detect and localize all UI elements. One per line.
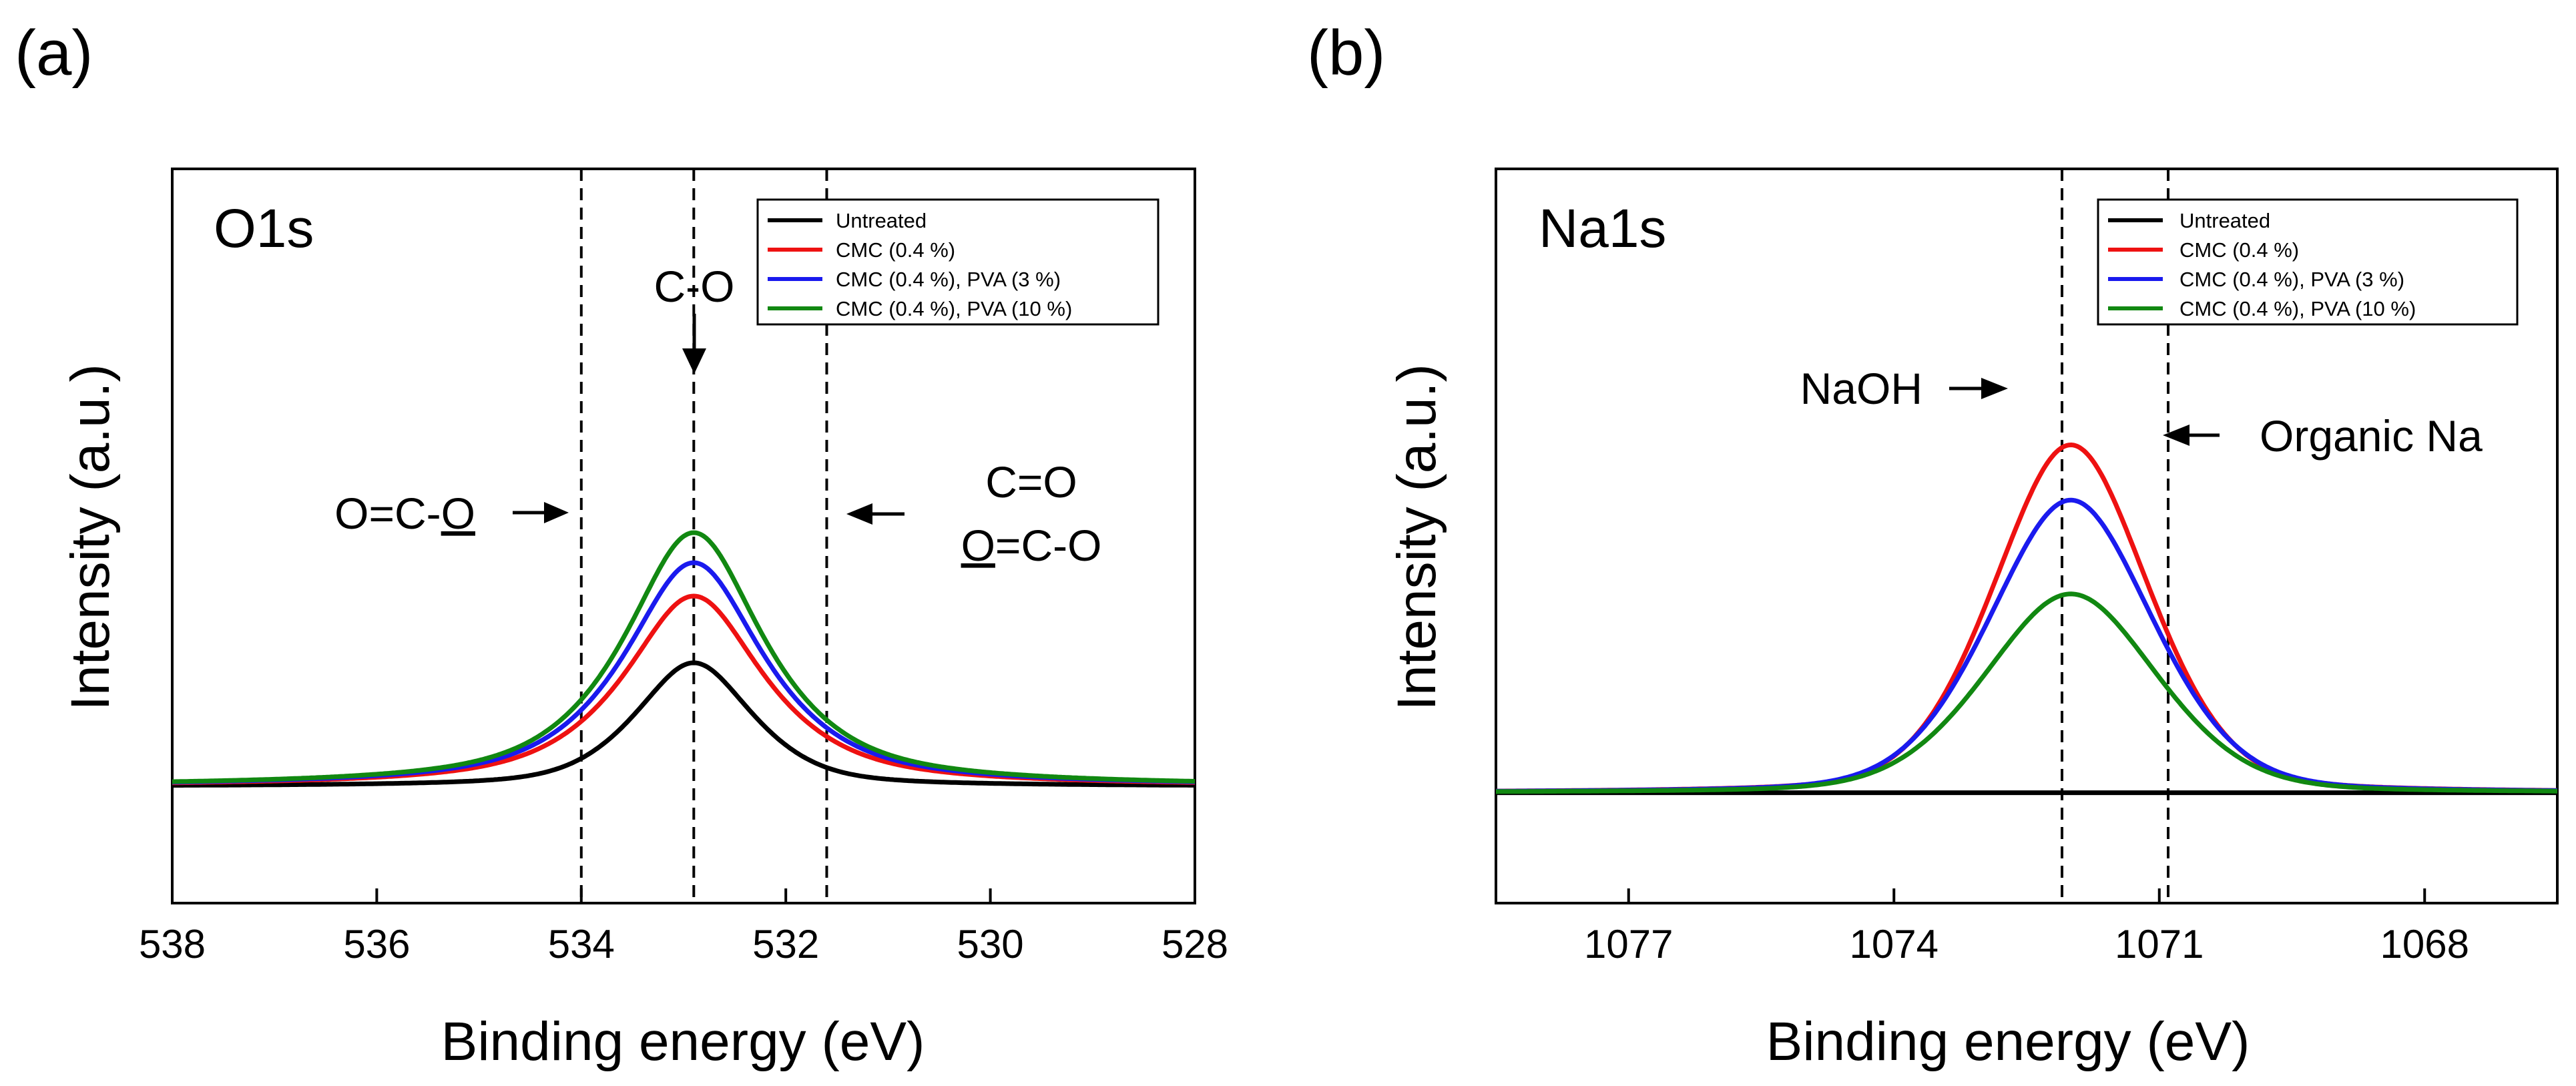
panel-b-legend-label-2: CMC (0.4 %), PVA (3 %) xyxy=(2179,268,2404,291)
panel-a-legend-box xyxy=(756,198,1160,326)
panel-b-legend-label-1: CMC (0.4 %) xyxy=(2179,238,2299,262)
panel-a-annotation-o-c-o-arrow xyxy=(513,502,569,523)
panel-a-legend-label-3: CMC (0.4 %), PVA (10 %) xyxy=(836,297,1072,320)
panel-b-legend-entry-3: CMC (0.4 %), PVA (10 %) xyxy=(2108,297,2416,320)
panel-b-series-3 xyxy=(1495,591,2558,794)
panel-a-x-tick-label-1: 536 xyxy=(343,922,410,967)
panel-a-plot-title: O1s xyxy=(214,198,314,259)
panel-b-legend-label-0: Untreated xyxy=(2179,209,2270,232)
panel-b-x-axis-title: Binding energy (eV) xyxy=(1766,1011,2250,1072)
panel-b-legend-label-3: CMC (0.4 %), PVA (10 %) xyxy=(2179,297,2416,320)
panel-b-annotation-naoh: NaOH xyxy=(1800,364,1922,413)
panel-b-annotation-organic-na-arrow xyxy=(2163,425,2220,446)
panel-a-x-tick-label-4: 530 xyxy=(957,922,1024,967)
panel-a-legend-entry-1: CMC (0.4 %) xyxy=(768,238,955,262)
panel-b-legend-entry-0: Untreated xyxy=(2108,209,2270,232)
panel-a-x-tick-label-5: 528 xyxy=(1162,922,1228,967)
panel-b-plot-title: Na1s xyxy=(1539,198,1666,259)
annot-o-c-o-underlined: O xyxy=(441,489,475,538)
panel-a-series-0 xyxy=(172,660,1196,788)
panel-a-annotation-o-eq-c-o: O=C-O xyxy=(961,521,1102,570)
panel-b-legend: Untreated CMC (0.4 %) CMC (0.4 %), PVA (… xyxy=(2097,198,2519,326)
panel-b-legend-box xyxy=(2097,198,2519,326)
panel-a-chart: (a) Intensity (a.u.) Binding energy (eV)… xyxy=(15,17,1228,1072)
panel-a-annotation-c-eq-o-arrow xyxy=(846,503,905,525)
panel-b-curves xyxy=(1495,443,2558,796)
panel-b-x-tick-label-1: 1074 xyxy=(1850,922,1939,967)
panel-a-annotation-c-eq-o: C=O xyxy=(985,457,1077,507)
panel-b-legend-entry-1: CMC (0.4 %) xyxy=(2108,238,2299,262)
annot-o-eq-c-o-underlined: O xyxy=(961,521,995,570)
annot-o-c-o-main: O=C- xyxy=(334,489,441,538)
panel-a-legend-entry-0: Untreated xyxy=(768,209,927,232)
panel-a-annotation-c-o-arrow xyxy=(682,314,706,374)
panel-a-y-axis-title: Intensity (a.u.) xyxy=(60,364,121,711)
panel-b-annotation-organic-na: Organic Na xyxy=(2260,411,2483,461)
panel-a-legend: Untreated CMC (0.4 %) CMC (0.4 %), PVA (… xyxy=(756,198,1160,326)
panel-b-x-ticks: 1077 1074 1071 1068 xyxy=(1584,888,2469,967)
panel-a-x-axis-title: Binding energy (eV) xyxy=(441,1011,925,1072)
panel-a-x-tick-label-2: 534 xyxy=(548,922,615,967)
panel-a-annotation-c-o: C-O xyxy=(654,262,735,311)
annot-o-eq-c-o-rest: =C-O xyxy=(995,521,1102,570)
panel-b-y-axis-title: Intensity (a.u.) xyxy=(1386,364,1447,711)
panel-a-legend-label-0: Untreated xyxy=(836,209,927,232)
panel-a-legend-entry-2: CMC (0.4 %), PVA (3 %) xyxy=(768,268,1061,291)
panel-b-x-tick-label-3: 1068 xyxy=(2380,922,2469,967)
panel-a-annotation-o-c-o: O=C-O xyxy=(334,489,475,538)
panel-a-series-3 xyxy=(172,530,1196,784)
panel-a-plot-frame xyxy=(171,168,1196,904)
panel-a-x-tick-label-0: 538 xyxy=(139,922,206,967)
panel-b-chart: (b) Intensity (a.u.) Binding energy (eV)… xyxy=(1307,17,2559,1072)
panel-b-x-tick-label-0: 1077 xyxy=(1584,922,1673,967)
panel-b-annotation-naoh-arrow xyxy=(1949,378,2008,399)
panel-a-x-tick-label-3: 532 xyxy=(752,922,819,967)
panel-label-a: (a) xyxy=(15,17,93,89)
panel-a-legend-label-2: CMC (0.4 %), PVA (3 %) xyxy=(836,268,1061,291)
panel-a-curves xyxy=(172,530,1196,788)
panel-b-x-tick-label-2: 1071 xyxy=(2115,922,2204,967)
panel-b-plot-frame xyxy=(1495,168,2559,904)
panel-a-x-ticks: 538 536 534 532 530 528 xyxy=(139,888,1228,967)
panel-a-legend-entry-3: CMC (0.4 %), PVA (10 %) xyxy=(768,297,1072,320)
panel-b-legend-entry-2: CMC (0.4 %), PVA (3 %) xyxy=(2108,268,2404,291)
panel-label-b: (b) xyxy=(1307,17,1385,89)
panel-a-legend-label-1: CMC (0.4 %) xyxy=(836,238,955,262)
